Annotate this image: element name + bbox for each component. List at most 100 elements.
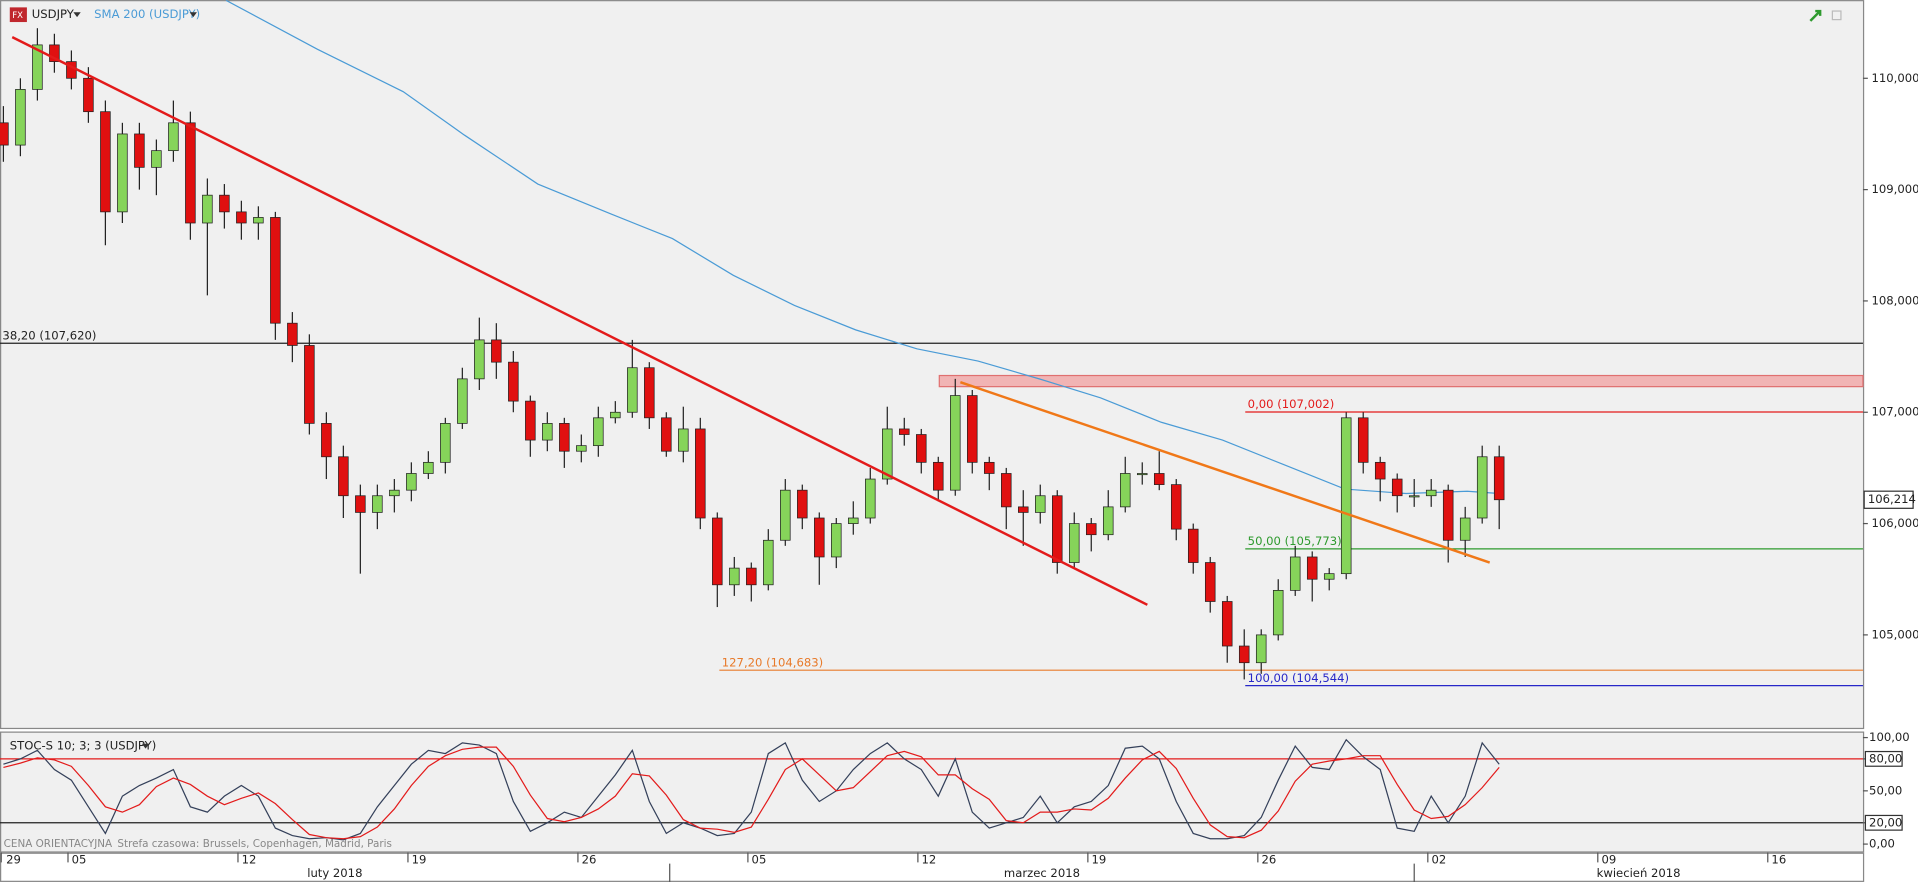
resistance-zone — [938, 374, 1864, 388]
y-tick-label: 100,00 — [1869, 730, 1910, 744]
candle-body — [270, 217, 281, 324]
y-tick-label: 107,000 — [1872, 405, 1918, 419]
candle-body — [695, 428, 706, 519]
sma-line — [225, 0, 1500, 495]
candle-body — [474, 339, 485, 380]
candle-body — [984, 461, 995, 474]
candle-body — [1391, 478, 1403, 497]
x-tick-label: 05 — [752, 852, 767, 866]
y-tick-label: 80,00 — [1869, 751, 1902, 765]
footer-note: CENA ORIENTACYJNA — [4, 838, 113, 850]
candle-body — [1018, 506, 1029, 513]
candle-body — [49, 44, 60, 62]
candle-body — [1255, 634, 1267, 664]
candle-body — [1221, 601, 1233, 647]
candle-body — [678, 428, 689, 452]
level-tag — [1864, 814, 1903, 831]
candle-body — [1119, 473, 1131, 508]
symbol-legend[interactable]: USDJPY — [32, 7, 75, 21]
candle-body — [627, 367, 638, 413]
candle-body — [865, 478, 876, 519]
x-tick-label: 09 — [1601, 852, 1616, 866]
candle-body — [1476, 456, 1488, 519]
candle-body — [1052, 495, 1063, 563]
dropdown-arrow[interactable] — [141, 743, 150, 749]
x-tick-label: 19 — [1092, 852, 1107, 866]
candle-body — [1289, 556, 1301, 591]
candle-body — [848, 517, 859, 524]
candle-body — [440, 423, 451, 463]
candle-body — [712, 517, 723, 586]
x-tick-label: 29 — [6, 852, 21, 866]
candle-body — [1425, 489, 1437, 497]
candle-body — [406, 473, 417, 491]
stochastic-line — [3, 738, 1500, 841]
candle-body — [423, 461, 434, 474]
fib-label: 0,00 (107,002) — [1248, 397, 1335, 411]
candle-body — [1493, 456, 1505, 501]
candle-body — [185, 122, 196, 224]
x-tick-label: 19 — [412, 852, 427, 866]
trend-icon[interactable] — [1809, 9, 1822, 22]
candle-body — [967, 395, 978, 463]
x-tick-label: 12 — [242, 852, 257, 866]
candle-body — [576, 445, 587, 452]
fx-icon — [9, 7, 27, 23]
x-tick-label: 12 — [922, 852, 937, 866]
candle-body — [32, 44, 43, 90]
date-axis — [0, 852, 1865, 882]
dropdown-arrow[interactable] — [73, 12, 81, 18]
candle-body — [508, 361, 519, 402]
y-tick-label: 50,00 — [1869, 783, 1902, 797]
timezone-note: Strefa czasowa: Brussels, Copenhagen, Ma… — [117, 838, 391, 850]
y-tick-label: 105,000 — [1872, 627, 1918, 641]
candle-body — [729, 567, 740, 586]
y-tick-label: 108,000 — [1872, 293, 1918, 307]
month-label: marzec 2018 — [1004, 866, 1080, 880]
candle-body — [763, 539, 774, 586]
candle-body — [916, 434, 927, 463]
fib-label: 100,00 (104,544) — [1248, 671, 1349, 685]
x-tick-label: 26 — [1262, 852, 1277, 866]
stochastic-title: STOC-S 10; 3; 3 (USDJPY) — [10, 739, 157, 753]
candle-body — [1459, 517, 1471, 541]
candle-body — [100, 111, 111, 213]
candle-body — [1442, 489, 1454, 541]
window-icon[interactable] — [1831, 10, 1842, 21]
candle-body — [1136, 473, 1148, 476]
candle-body — [661, 417, 672, 452]
candle-body — [1035, 495, 1046, 513]
candle-body — [882, 428, 893, 480]
candle-body — [236, 211, 247, 224]
candle-body — [202, 194, 213, 224]
candle-body — [0, 122, 9, 146]
candle-body — [1408, 495, 1420, 498]
month-label: kwiecień 2018 — [1597, 866, 1681, 880]
level-tag — [1864, 750, 1903, 767]
sma-legend[interactable]: SMA 200 (USDJPY) — [94, 7, 200, 21]
candle-body — [831, 523, 842, 558]
candle-body — [321, 423, 332, 458]
candle-body — [542, 423, 553, 441]
candle-body — [525, 400, 536, 441]
x-tick-label: 02 — [1431, 852, 1446, 866]
candle-body — [1306, 556, 1318, 580]
candle-body — [1357, 417, 1369, 463]
candle-body — [338, 456, 349, 497]
candle-body — [117, 133, 128, 213]
candle-body — [746, 567, 757, 586]
x-tick-label: 26 — [582, 852, 597, 866]
candle-body — [1323, 573, 1335, 580]
candle-body — [1102, 506, 1114, 536]
dropdown-arrow[interactable] — [189, 12, 197, 18]
last-price-label: 106,214 — [1868, 492, 1916, 506]
candle-body — [1340, 417, 1352, 575]
stochastic-panel — [0, 731, 1865, 853]
candle-body — [610, 411, 621, 419]
candle-body — [389, 489, 400, 497]
candle-body — [780, 489, 791, 541]
x-tick-label: 16 — [1771, 852, 1786, 866]
candle-body — [559, 423, 570, 452]
